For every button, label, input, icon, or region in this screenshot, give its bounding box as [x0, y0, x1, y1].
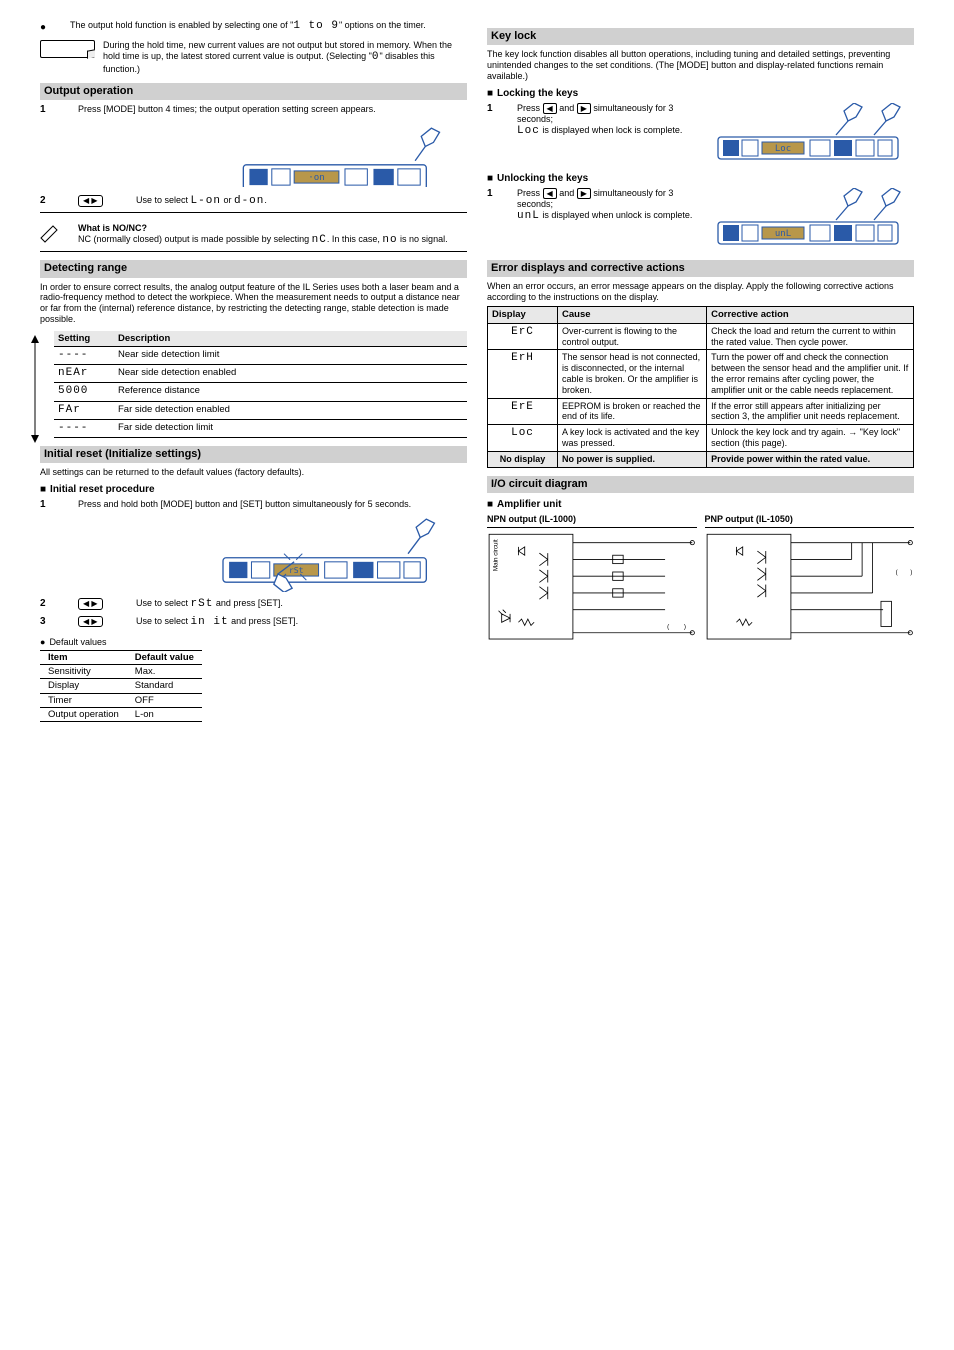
kl-unlock-sub: Unlocking the keys: [487, 173, 914, 185]
section-detecting-range: Detecting range: [40, 260, 467, 277]
device-unlock-illustration: unL: [714, 188, 914, 252]
op-step1-num: 1: [40, 104, 70, 116]
ir-sub: Initial reset procedure: [40, 484, 467, 496]
table-row: nEArNear side detection enabled: [54, 365, 467, 383]
err-intro: When an error occurs, an error message a…: [487, 281, 914, 303]
op-note-title: What is NO/NC?: [78, 223, 147, 233]
kl-intro: The key lock function disables all butto…: [487, 49, 914, 81]
ir1-text: Press and hold both [MODE] button and [S…: [78, 499, 467, 510]
svg-text:Main circuit: Main circuit: [492, 539, 499, 571]
table-row: No display No power is supplied. Provide…: [488, 451, 914, 467]
nav-buttons-icon: ◀ ▶: [78, 195, 103, 207]
svg-text:Loc: Loc: [775, 144, 791, 154]
op-note-seg2: no: [382, 234, 397, 246]
dr-intro: In order to ensure correct results, the …: [40, 282, 467, 325]
left-button-icon: ◀: [543, 103, 557, 115]
io-npn-title: NPN output (IL-1000): [487, 514, 697, 528]
table-row: ----Far side detection limit: [54, 419, 467, 437]
svg-text:): ): [684, 623, 686, 630]
ir-intro: All settings can be returned to the defa…: [40, 467, 467, 478]
table-row: 5000Reference distance: [54, 383, 467, 401]
io-pnp-title: PNP output (IL-1050): [705, 514, 915, 528]
section-keylock: Key lock: [487, 28, 914, 45]
right-button-icon: ▶: [577, 188, 591, 200]
range-arrow-icon: [28, 329, 42, 449]
op2-d: .: [264, 195, 267, 205]
note-top-a: The output hold function is enabled by s…: [70, 20, 293, 30]
device-illustration-1: ·on: [40, 116, 467, 191]
table-row: Loc A key lock is activated and the key …: [488, 425, 914, 452]
ir2-num: 2: [40, 598, 70, 610]
io-sub: Amplifier unit: [487, 499, 914, 511]
table-row: FArFar side detection enabled: [54, 401, 467, 419]
svg-text:rSt: rSt: [289, 565, 304, 575]
svg-text:(: (: [667, 623, 670, 630]
device-lock-illustration: Loc: [714, 103, 914, 167]
op-note-b: . In this case,: [327, 234, 383, 244]
right-button-icon: ▶: [577, 103, 591, 115]
nav-buttons-icon: ◀ ▶: [78, 616, 103, 628]
pnp-circuit-diagram: (): [705, 528, 915, 654]
op2-seg2: d-on: [234, 195, 264, 207]
section-io: I/O circuit diagram: [487, 476, 914, 493]
dr-h2: Description: [114, 331, 467, 347]
op-step2-num: 2: [40, 195, 70, 207]
table-row: ----Near side detection limit: [54, 347, 467, 365]
svg-text:·on: ·on: [308, 173, 324, 183]
npn-circuit-diagram: Main circuit: [487, 528, 697, 654]
kl-unlock-num: 1: [487, 188, 509, 200]
table-row: ErC Over-current is flowing to the contr…: [488, 323, 914, 350]
section-output-operation: Output operation: [40, 83, 467, 100]
note-top-seg1: 1 to 9: [293, 20, 339, 32]
table-row: ErH The sensor head is not connected, is…: [488, 350, 914, 398]
ir-defaults-title: Default values: [40, 637, 467, 648]
svg-text:(: (: [895, 569, 898, 576]
op-note-a: NC (normally closed) output is made poss…: [78, 234, 312, 244]
ir1-num: 1: [40, 499, 70, 511]
detecting-range-table: Setting Description ----Near side detect…: [54, 331, 467, 438]
left-button-icon: ◀: [543, 188, 557, 200]
ir3-num: 3: [40, 616, 70, 628]
table-row: ErE EEPROM is broken or reached the end …: [488, 398, 914, 425]
error-table: Display Cause Corrective action ErC Over…: [487, 306, 914, 467]
defaults-table: ItemDefault value SensitivityMax. Displa…: [40, 650, 202, 723]
dr-h1: Setting: [54, 331, 114, 347]
nav-buttons-icon: ◀ ▶: [78, 598, 103, 610]
op-note-seg1: nC: [312, 234, 327, 246]
op2-b: to select: [155, 195, 191, 205]
op2-seg1: L-on: [191, 195, 221, 207]
op-step1-text: Press [MODE] button 4 times; the output …: [78, 104, 467, 115]
section-error: Error displays and corrective actions: [487, 260, 914, 277]
device-illustration-2: rSt: [40, 511, 467, 596]
note-top-c: " options on the timer.: [339, 20, 426, 30]
svg-text:unL: unL: [775, 229, 791, 239]
kl-lock-num: 1: [487, 103, 509, 115]
op2-a: Use: [136, 195, 155, 205]
pencil-icon: [40, 223, 60, 243]
section-initial-reset: Initial reset (Initialize settings): [40, 446, 467, 463]
svg-text:): ): [910, 569, 912, 576]
memo-icon: [40, 40, 95, 58]
kl-lock-sub: Locking the keys: [487, 88, 914, 100]
op-note-c: is no signal.: [398, 234, 448, 244]
op2-c: or: [221, 195, 234, 205]
